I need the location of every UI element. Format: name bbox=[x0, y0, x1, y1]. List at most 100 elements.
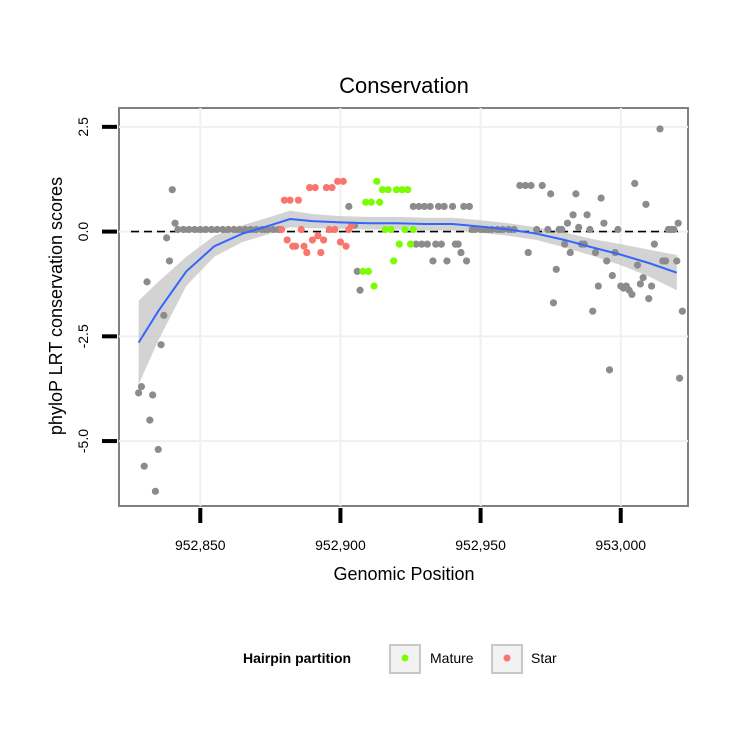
point-star bbox=[303, 248, 311, 257]
point-other bbox=[418, 240, 426, 248]
point-other bbox=[426, 202, 434, 211]
point-other bbox=[628, 290, 636, 299]
point-star bbox=[306, 184, 314, 192]
point-mature bbox=[398, 186, 406, 194]
point-other bbox=[594, 282, 602, 290]
smooth-line bbox=[137, 218, 678, 344]
point-other bbox=[675, 374, 684, 382]
point-star bbox=[308, 236, 317, 244]
point-other bbox=[353, 267, 361, 275]
legend-label-mature: Mature bbox=[430, 650, 474, 666]
point-other bbox=[656, 125, 664, 133]
point-other bbox=[196, 225, 204, 234]
point-star bbox=[339, 177, 347, 185]
point-other bbox=[437, 240, 445, 248]
point-other bbox=[674, 219, 682, 227]
smooth-line-layer bbox=[137, 218, 678, 344]
point-other bbox=[614, 225, 622, 234]
point-other bbox=[591, 248, 600, 257]
point-other bbox=[583, 211, 591, 219]
point-star bbox=[280, 196, 288, 204]
y-tick-label: -2.5 bbox=[75, 324, 91, 348]
point-other bbox=[154, 445, 162, 454]
point-other bbox=[608, 271, 616, 280]
point-other bbox=[673, 257, 681, 265]
point-other bbox=[235, 225, 244, 234]
point-other bbox=[207, 225, 216, 234]
point-other bbox=[191, 225, 199, 234]
point-other bbox=[603, 257, 611, 265]
point-other bbox=[524, 248, 532, 257]
point-other bbox=[647, 282, 656, 290]
legend-label-star: Star bbox=[531, 650, 557, 666]
point-other bbox=[454, 240, 462, 248]
point-other bbox=[423, 240, 431, 248]
point-other bbox=[171, 219, 179, 227]
x-tick-label: 953,000 bbox=[595, 537, 646, 553]
point-other bbox=[566, 248, 574, 257]
point-other bbox=[168, 186, 176, 194]
point-other bbox=[465, 202, 473, 211]
point-star bbox=[283, 236, 291, 244]
y-tick-label: 2.5 bbox=[75, 117, 91, 137]
point-other bbox=[415, 202, 423, 211]
point-other bbox=[639, 274, 647, 282]
point-star bbox=[317, 248, 325, 257]
point-star bbox=[325, 225, 333, 234]
point-mature bbox=[381, 225, 389, 234]
point-star bbox=[294, 196, 302, 204]
legend-title: Hairpin partition bbox=[243, 650, 351, 666]
point-other bbox=[179, 225, 188, 234]
point-other bbox=[219, 225, 227, 234]
y-tick-label: 0.0 bbox=[75, 222, 91, 242]
point-mature bbox=[364, 267, 373, 275]
point-mature bbox=[362, 198, 370, 206]
point-other bbox=[572, 190, 580, 198]
point-other bbox=[230, 225, 238, 234]
x-axis-label: Genomic Position bbox=[333, 564, 474, 584]
point-other bbox=[356, 286, 364, 294]
point-other bbox=[521, 181, 530, 190]
point-star bbox=[291, 242, 300, 250]
point-other bbox=[432, 240, 440, 248]
point-other bbox=[552, 265, 560, 273]
point-mature bbox=[395, 240, 403, 248]
point-other bbox=[600, 219, 608, 227]
point-other bbox=[224, 225, 232, 234]
point-other bbox=[409, 202, 417, 211]
point-other bbox=[586, 225, 594, 234]
legend-dot-star bbox=[503, 654, 511, 662]
legend-dot-mature bbox=[401, 654, 409, 662]
point-other bbox=[160, 311, 168, 319]
y-axis-label: phyloP LRT conservation scores bbox=[46, 177, 66, 435]
point-other bbox=[174, 225, 182, 234]
point-other bbox=[589, 307, 597, 315]
point-other bbox=[443, 257, 451, 265]
point-mature bbox=[404, 186, 412, 194]
point-star bbox=[311, 184, 319, 192]
point-other bbox=[151, 487, 160, 495]
point-other bbox=[538, 181, 546, 190]
point-other bbox=[440, 202, 448, 211]
point-star bbox=[322, 184, 331, 192]
point-other bbox=[434, 202, 443, 211]
point-other bbox=[631, 179, 639, 188]
point-other bbox=[642, 200, 650, 208]
point-star bbox=[300, 242, 308, 250]
y-tick-label: -5.0 bbox=[75, 429, 91, 453]
point-other bbox=[549, 299, 558, 307]
point-other bbox=[471, 225, 479, 234]
point-other bbox=[516, 181, 524, 190]
point-other bbox=[157, 341, 165, 349]
point-other bbox=[213, 225, 221, 234]
point-other bbox=[597, 194, 605, 202]
x-axis: 952,850 952,900 952,950 953,000 bbox=[175, 508, 646, 553]
point-mature bbox=[401, 225, 409, 234]
point-other bbox=[460, 202, 468, 211]
point-star bbox=[314, 232, 322, 240]
plot-panel bbox=[118, 107, 689, 507]
point-mature bbox=[406, 240, 415, 248]
point-other bbox=[558, 225, 566, 234]
x-tick-label: 952,900 bbox=[315, 537, 366, 553]
